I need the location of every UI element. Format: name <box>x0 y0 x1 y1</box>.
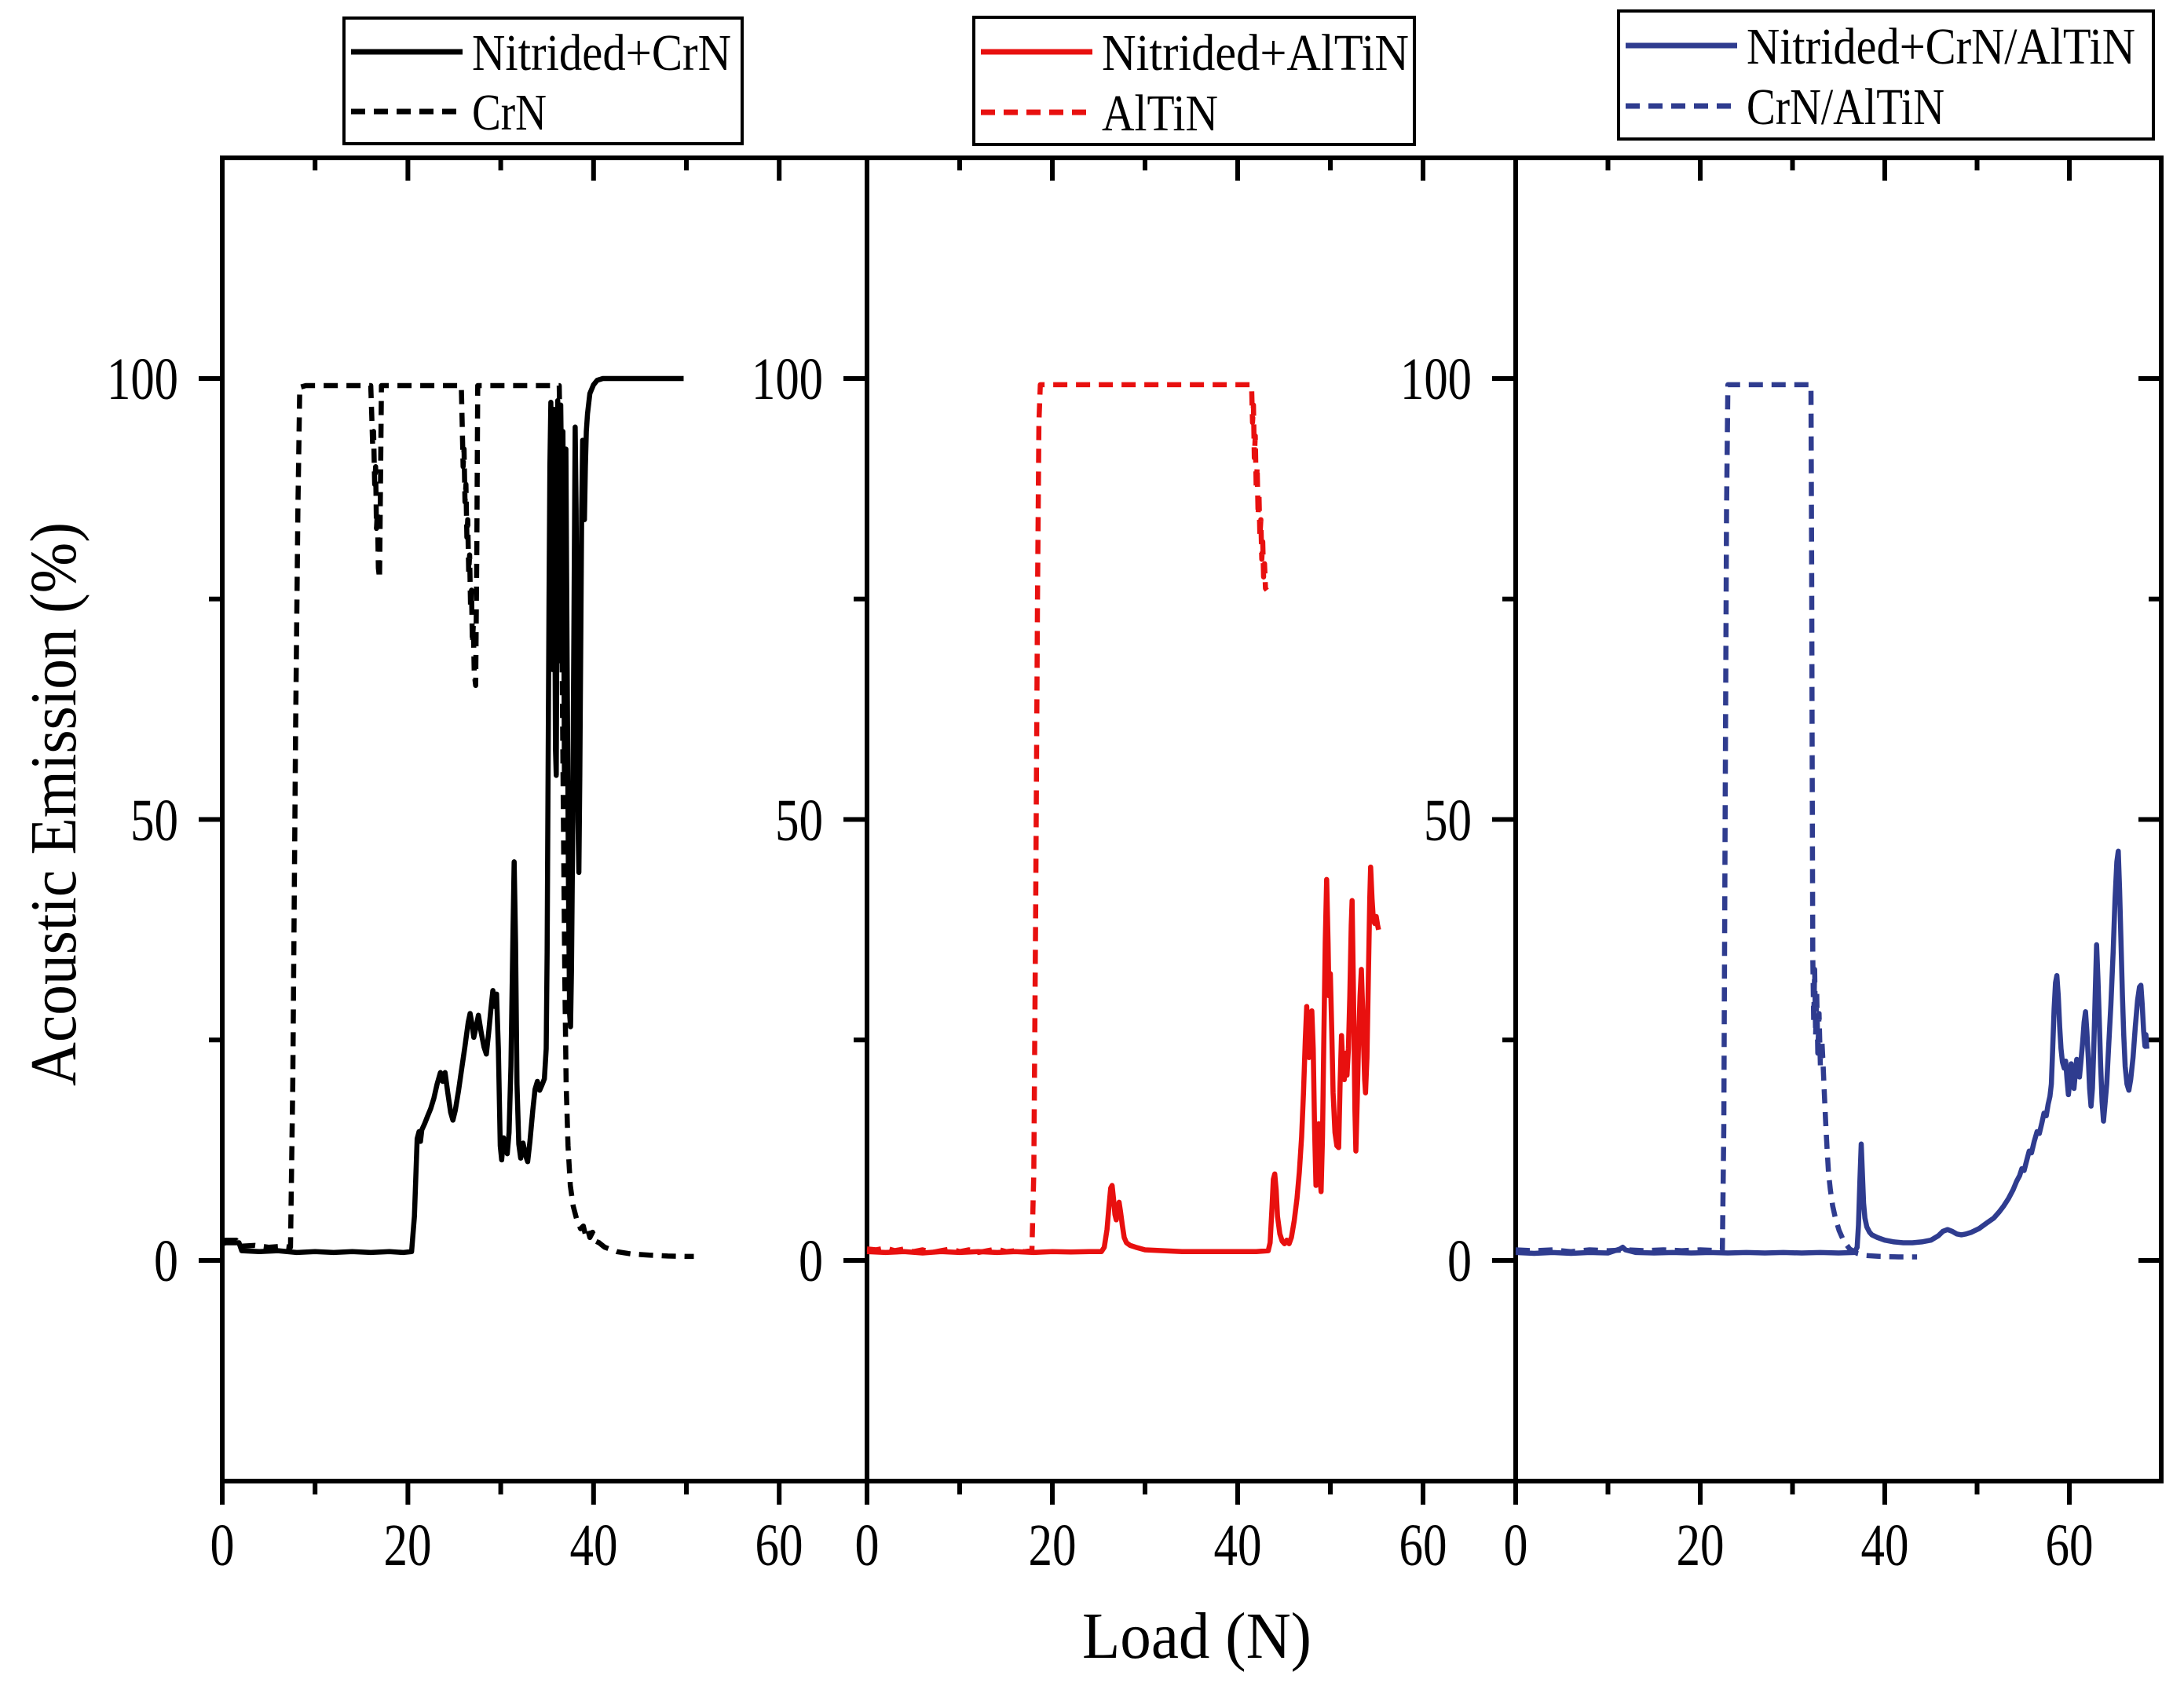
svg-text:CrN: CrN <box>472 84 547 141</box>
svg-text:100: 100 <box>752 346 823 412</box>
svg-text:20: 20 <box>384 1513 432 1578</box>
svg-text:50: 50 <box>1424 788 1472 854</box>
svg-text:20: 20 <box>1677 1513 1725 1578</box>
svg-text:60: 60 <box>755 1513 803 1578</box>
svg-text:AlTiN: AlTiN <box>1102 85 1218 142</box>
svg-text:0: 0 <box>799 1228 823 1294</box>
svg-text:20: 20 <box>1029 1513 1077 1578</box>
svg-text:60: 60 <box>1399 1513 1447 1578</box>
svg-text:60: 60 <box>2046 1513 2094 1578</box>
svg-text:CrN/AlTiN: CrN/AlTiN <box>1747 79 1944 136</box>
svg-text:Nitrided+CrN: Nitrided+CrN <box>472 24 731 82</box>
svg-text:Nitrided+CrN/AlTiN: Nitrided+CrN/AlTiN <box>1747 18 2135 75</box>
svg-text:Load (N): Load (N) <box>1082 1600 1311 1673</box>
svg-text:0: 0 <box>855 1513 880 1578</box>
svg-text:0: 0 <box>154 1228 178 1294</box>
svg-text:40: 40 <box>1214 1513 1262 1578</box>
svg-text:0: 0 <box>1504 1513 1528 1578</box>
svg-text:100: 100 <box>107 346 178 412</box>
svg-text:40: 40 <box>570 1513 618 1578</box>
svg-text:50: 50 <box>775 788 823 854</box>
svg-text:Nitrided+AlTiN: Nitrided+AlTiN <box>1102 24 1409 82</box>
svg-text:50: 50 <box>130 788 178 854</box>
svg-text:0: 0 <box>1447 1228 1472 1294</box>
svg-text:Acoustic Emission (%): Acoustic Emission (%) <box>17 522 90 1086</box>
svg-text:0: 0 <box>210 1513 235 1578</box>
svg-text:40: 40 <box>1861 1513 1909 1578</box>
svg-text:100: 100 <box>1400 346 1472 412</box>
